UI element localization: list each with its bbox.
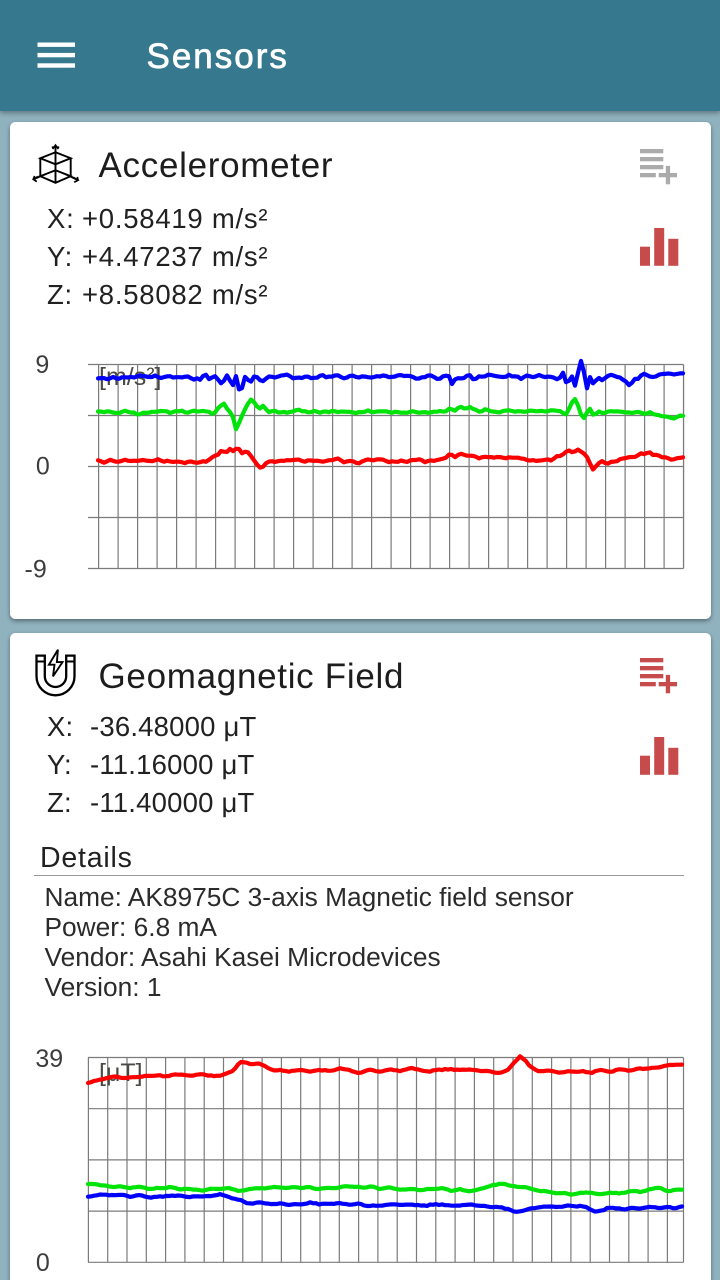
svg-text:9: 9 [35,351,49,379]
svg-text:0: 0 [36,1249,50,1277]
svg-text:-9: -9 [25,555,47,583]
svg-text:[μT]: [μT] [99,1059,143,1087]
svg-text:0: 0 [36,453,50,481]
svg-text:39: 39 [35,1045,63,1073]
